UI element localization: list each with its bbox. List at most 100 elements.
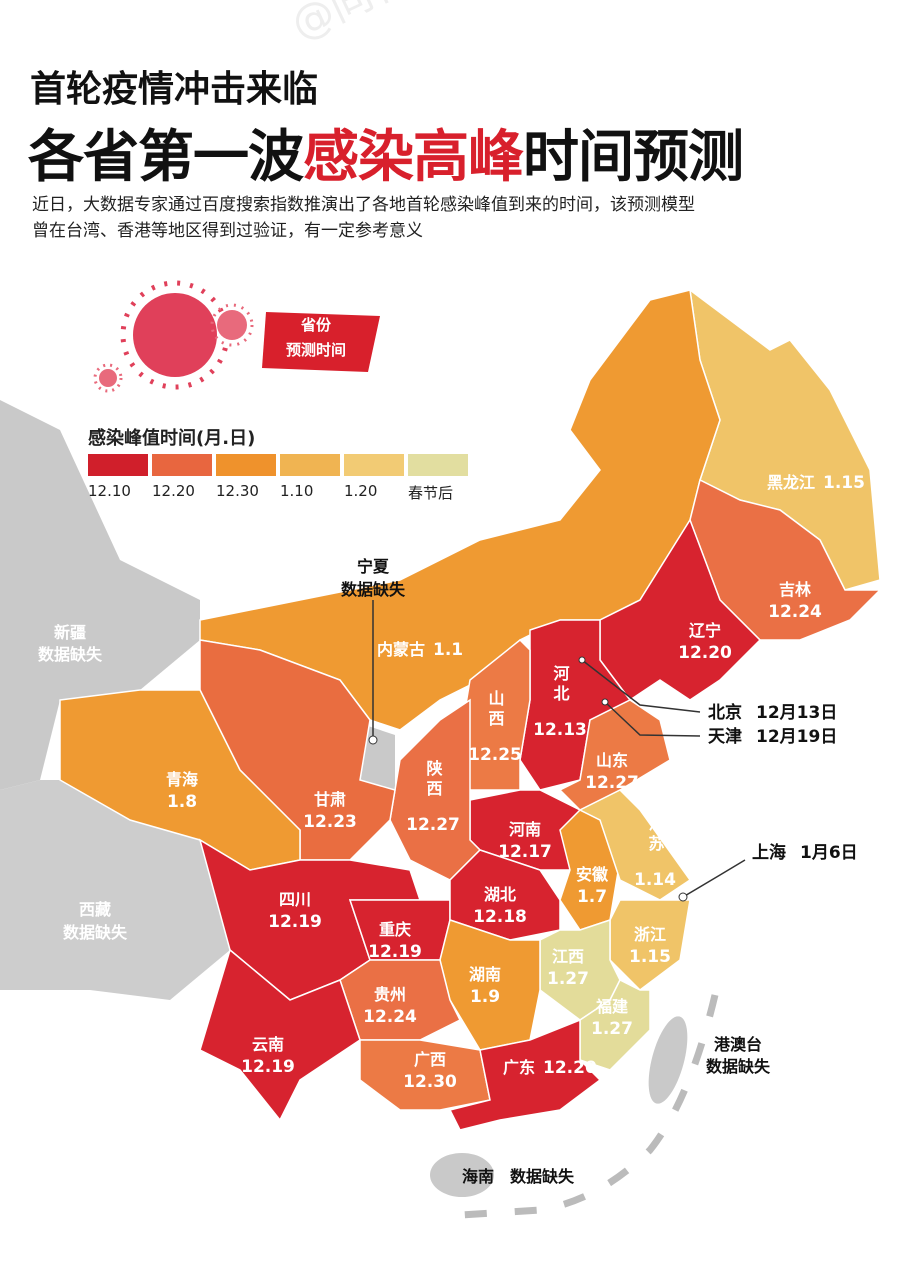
legend-item: 12.20 (152, 454, 216, 503)
legend-label: 12.10 (88, 482, 131, 500)
region-gray (0, 780, 230, 1000)
province-name: 江苏 (646, 815, 665, 855)
province-date: 1.8 (167, 792, 197, 812)
province-name: 福建 (595, 997, 628, 1016)
legend-item: 1.10 (280, 454, 344, 503)
province (539, 918, 621, 1021)
province-name: 陕西 (424, 759, 443, 800)
province-name: 青海 (166, 770, 198, 789)
missing-name: 港澳台 (714, 1035, 762, 1054)
province-date: 12.27 (406, 815, 460, 835)
province-date: 12.23 (303, 812, 357, 832)
province-date: 12.30 (403, 1072, 457, 1092)
missing-name: 宁夏 (357, 557, 390, 576)
province (439, 919, 541, 1051)
legend-swatch (152, 454, 212, 476)
province-date: 12.27 (585, 773, 639, 793)
province (578, 789, 692, 901)
region-gray (0, 400, 200, 790)
province-name: 河南 (509, 820, 541, 839)
legend: 12.10 12.20 12.30 1.10 1.20 春节后 (88, 454, 472, 503)
province-name: 贵州 (374, 985, 406, 1004)
legend-item: 12.30 (216, 454, 280, 503)
province-name: 辽宁 (689, 621, 721, 640)
province-name: 安徽 (576, 865, 609, 884)
province-name: 黑龙江 (767, 473, 815, 492)
missing-name: 西藏 (79, 900, 111, 919)
province-date: 1.7 (577, 887, 607, 907)
legend-item: 春节后 (408, 454, 472, 503)
provinces: 黑龙江 1.15 内蒙古 1.1 吉林 12.24 辽宁 12.20 河北 12.13 山西 12.2… (59, 288, 882, 1131)
province-name: 浙江 (634, 925, 666, 944)
province-date: 1.15 (629, 947, 671, 967)
province-date: 12.20 (678, 643, 732, 663)
missing-name: 海南 (462, 1167, 494, 1186)
region-gray (648, 1016, 688, 1104)
province-date: 12.17 (498, 842, 552, 862)
province-date: 12.20 (543, 1058, 597, 1078)
province-name: 山西 (486, 690, 505, 730)
legend-item: 12.10 (88, 454, 152, 503)
title-line1: 首轮疫情冲击来临 (30, 69, 319, 110)
province-date: 12.13 (533, 720, 587, 740)
province-date: 1.27 (591, 1019, 633, 1039)
province-date: 12.25 (468, 745, 522, 765)
title-highlight: 感染高峰 (303, 125, 524, 190)
callout-date: 12月19日 (756, 727, 837, 747)
province-name: 山东 (596, 751, 628, 770)
province-date: 1.14 (634, 870, 676, 890)
province-date: 1.15 (823, 473, 865, 493)
province (359, 1039, 491, 1111)
city-dot (368, 735, 378, 745)
legend-swatch (216, 454, 276, 476)
province (448, 1018, 602, 1131)
province (579, 978, 651, 1071)
province-name: 湖北 (484, 885, 516, 904)
description-line: 曾在台湾、香港等地区得到过验证，有一定参考意义 (32, 221, 423, 241)
callout-name: 北京 (708, 702, 742, 723)
province-date: 1.1 (433, 640, 463, 660)
city-dot (678, 892, 688, 902)
title-part: 各省第一波 (28, 125, 304, 190)
city-dot (601, 698, 609, 706)
legend-label: 12.30 (216, 482, 259, 500)
badge (262, 312, 380, 372)
legend-swatch (344, 454, 404, 476)
missing-note: 数据缺失 (706, 1057, 771, 1076)
region-gray (360, 725, 395, 800)
province-date: 12.18 (473, 907, 527, 927)
virus-icon (93, 280, 254, 393)
legend-label: 春节后 (408, 484, 454, 502)
description-line: 近日，大数据专家通过百度搜索指数推演出了各地首轮感染峰值到来的时间，该预测模型 (32, 195, 695, 215)
city-dot (578, 656, 586, 664)
description: 近日，大数据专家通过百度搜索指数推演出了各地首轮感染峰值到来的时间，该预测模型 … (32, 192, 695, 244)
province-date: 12.24 (768, 602, 822, 622)
province-name: 内蒙古 (377, 640, 425, 659)
missing-name: 新疆 (54, 623, 86, 642)
watermark: @同花顺数据可视化 (284, 0, 647, 49)
legend-label: 1.10 (280, 482, 314, 500)
callout-date: 12月13日 (756, 703, 837, 723)
legend-swatch (408, 454, 468, 476)
missing-note: 数据缺失 (341, 580, 406, 599)
province-date: 1.27 (547, 969, 589, 989)
legend-swatch (280, 454, 340, 476)
callout-name: 天津 (708, 726, 742, 747)
province-date: 1.9 (470, 987, 500, 1007)
province-name: 江西 (552, 947, 584, 966)
legend-item: 1.20 (344, 454, 408, 503)
province-date: 12.24 (363, 1007, 417, 1027)
province (609, 899, 691, 991)
callout-date: 1月6日 (800, 843, 858, 863)
province-date: 12.19 (368, 942, 422, 962)
missing-note: 数据缺失 (510, 1167, 575, 1186)
province-name: 云南 (252, 1035, 284, 1054)
badge-text: 省份 (300, 316, 332, 334)
missing-note: 数据缺失 (63, 923, 128, 942)
province (199, 948, 361, 1122)
region-gray (430, 1153, 494, 1197)
callout-lines (372, 600, 746, 898)
legend-swatch (88, 454, 148, 476)
